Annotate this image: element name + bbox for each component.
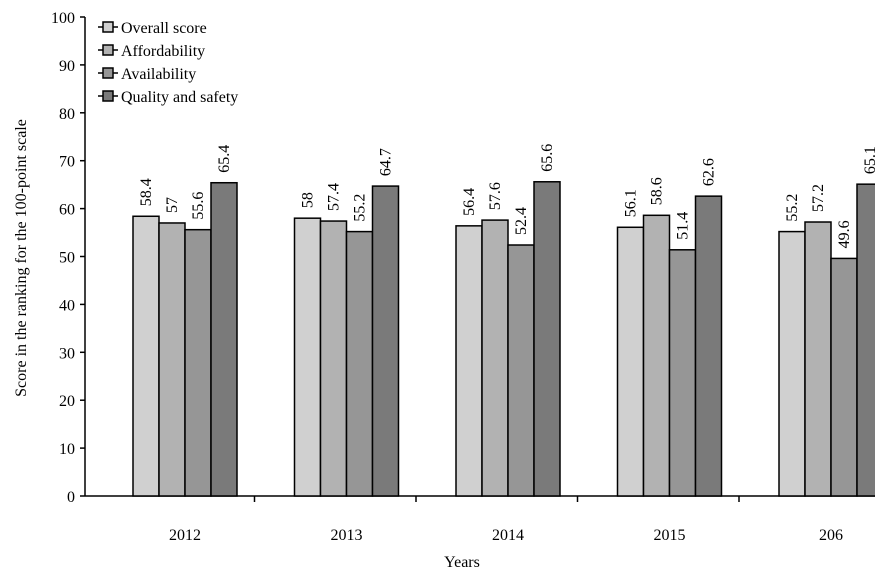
bar (507, 244, 535, 497)
bar (319, 220, 348, 497)
y-tick-label: 70 (59, 154, 75, 171)
bar (668, 249, 697, 497)
x-tick-label: 2013 (331, 527, 363, 544)
data-label: 55.6 (190, 192, 207, 220)
y-tick-label: 100 (51, 10, 75, 27)
y-tick-label: 20 (59, 393, 75, 410)
data-label: 56.1 (623, 189, 640, 217)
legend-swatch (102, 44, 114, 56)
bar (830, 257, 858, 497)
bar (371, 185, 400, 497)
legend-swatch (102, 90, 114, 102)
bar (642, 214, 671, 497)
bars (132, 181, 875, 497)
x-axis: 2012 2013 2014 2015 206 (85, 495, 875, 544)
legend: Overall score Affordability Availability Qu… (98, 20, 238, 106)
y-tick-label: 40 (59, 297, 75, 314)
data-label: 57.6 (487, 182, 504, 210)
bar (616, 226, 645, 497)
bar (345, 230, 374, 497)
data-label: 52.4 (513, 207, 530, 235)
y-tick-label: 60 (59, 202, 75, 219)
legend-swatch (102, 21, 114, 33)
data-labels: 58.4 57 55.6 65.4 58 57.4 55.2 64.7 56.4 57.6 52.4… (138, 144, 875, 249)
x-axis-title: Years (444, 554, 480, 571)
legend-label: Affordability (121, 43, 205, 60)
data-label: 58 (300, 192, 317, 208)
data-label: 55.2 (352, 194, 369, 222)
bar (293, 217, 322, 497)
bar (210, 181, 238, 497)
bar (694, 195, 723, 497)
bar (158, 222, 186, 497)
data-label: 49.6 (836, 220, 853, 248)
bar (132, 215, 160, 497)
data-label: 57.2 (810, 184, 827, 212)
bar (184, 228, 212, 497)
y-tick-label: 50 (59, 250, 75, 267)
x-tick-label: 206 (819, 527, 843, 544)
y-axis: 0 10 20 30 40 50 60 70 80 90 100 (51, 10, 86, 506)
data-label: 57 (164, 197, 181, 213)
data-label: 55.2 (784, 194, 801, 222)
bar (856, 183, 875, 497)
x-tick-label: 2012 (169, 527, 201, 544)
x-tick-label: 2015 (654, 527, 686, 544)
data-label: 62.6 (701, 158, 718, 186)
bar (778, 230, 806, 497)
bar (533, 181, 561, 497)
legend-label: Overall score (121, 20, 207, 37)
data-label: 65.6 (539, 144, 556, 172)
y-tick-label: 10 (59, 441, 75, 458)
data-label: 65.1 (862, 146, 875, 174)
bar (804, 221, 832, 497)
y-axis-title: Score in the ranking for the 100-point s… (13, 119, 30, 397)
y-tick-label: 90 (59, 58, 75, 75)
legend-swatch (102, 67, 114, 79)
y-tick-label: 80 (59, 106, 75, 123)
legend-label: Availability (121, 66, 196, 83)
bar (481, 219, 509, 497)
data-label: 65.4 (216, 145, 233, 173)
data-label: 64.7 (378, 148, 395, 176)
data-label: 58.6 (649, 177, 666, 205)
data-label: 57.4 (326, 183, 343, 211)
y-tick-label: 30 (59, 345, 75, 362)
y-tick-label: 0 (67, 489, 75, 506)
bar (455, 225, 483, 497)
data-label: 58.4 (138, 178, 155, 206)
legend-label: Quality and safety (121, 89, 238, 106)
x-tick-label: 2014 (492, 527, 524, 544)
data-label: 51.4 (675, 212, 692, 240)
data-label: 56.4 (461, 188, 478, 216)
